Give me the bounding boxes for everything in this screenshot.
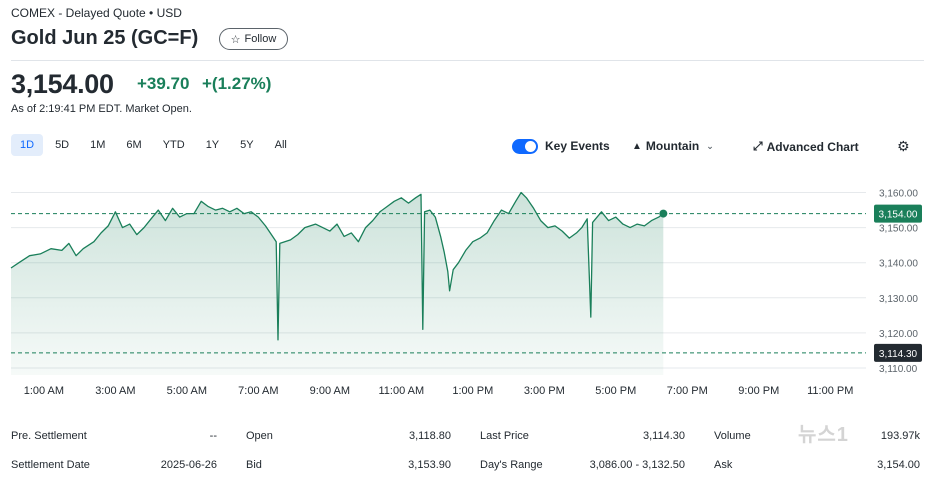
price-line — [10, 191, 664, 341]
stat-label: Settlement Date — [11, 459, 90, 471]
range-1y[interactable]: 1Y — [205, 139, 220, 151]
x-tick-label: 7:00 AM — [238, 385, 278, 397]
x-tick-label: 5:00 PM — [595, 385, 636, 397]
range-5d[interactable]: 5D — [55, 139, 70, 151]
last-price-dot — [659, 209, 668, 218]
stat-value: -- — [209, 430, 217, 442]
x-tick-label: 11:00 AM — [378, 385, 424, 397]
stat-value: 2025-06-26 — [160, 459, 217, 471]
price-area — [11, 192, 664, 375]
stat-value: 3,086.00 - 3,132.50 — [589, 459, 685, 471]
y-tick-label: 3,150.00 — [879, 224, 918, 235]
news-watermark: 뉴스1 — [798, 424, 849, 446]
exchange-info: COMEX - Delayed Quote • USD — [11, 6, 182, 20]
range-6m[interactable]: 6M — [126, 139, 142, 151]
x-tick-label: 7:00 PM — [667, 385, 708, 397]
chevron-down-icon: ⌄ — [706, 140, 714, 151]
star-outline-icon: ☆ — [230, 33, 241, 46]
price-change-percent: +(1.27%) — [202, 74, 272, 93]
stat-label: Bid — [246, 459, 262, 471]
price-chart[interactable]: 3,160.00 3,150.00 3,140.00 3,130.00 3,120.00… — [0, 170, 930, 402]
range-5y[interactable]: 5Y — [240, 139, 254, 151]
current-price-badge-label: 3,154.00 — [879, 210, 918, 221]
x-tick-label: 3:00 PM — [524, 385, 565, 397]
follow-button[interactable]: ☆ Follow — [219, 28, 288, 50]
range-selector: 1D 5D 1M 6M YTD 1Y 5Y All — [11, 134, 299, 156]
x-tick-label: 9:00 PM — [738, 385, 779, 397]
range-1d[interactable]: 1D — [11, 134, 44, 156]
advanced-chart-button[interactable]: ⤢ Advanced Chart — [753, 139, 859, 154]
x-tick-label: 9:00 AM — [310, 385, 350, 397]
stat-label: Day's Range — [480, 459, 543, 471]
gear-icon[interactable]: ⚙ — [897, 138, 910, 154]
stat-label: Open — [246, 430, 273, 442]
key-events-label[interactable]: Key Events — [545, 139, 610, 153]
stat-label: Volume — [714, 430, 751, 442]
toggle-knob — [525, 141, 536, 152]
advanced-chart-label: Advanced Chart — [766, 139, 859, 154]
key-events-toggle[interactable] — [512, 139, 538, 154]
y-tick-label: 3,110.00 — [879, 364, 918, 375]
y-tick-label: 3,120.00 — [879, 329, 918, 340]
y-tick-label: 3,160.00 — [879, 189, 918, 200]
range-all[interactable]: All — [274, 139, 287, 151]
range-ytd[interactable]: YTD — [162, 139, 185, 151]
current-price-badge — [874, 204, 922, 223]
x-tick-label: 5:00 AM — [167, 385, 207, 397]
chart-type-label: Mountain — [645, 139, 700, 153]
current-price: 3,154.00 — [11, 69, 114, 99]
as-of-time: As of 2:19:41 PM EDT. Market Open. — [11, 103, 192, 115]
previous-close-badge-label: 3,114.30 — [879, 349, 918, 360]
stat-label: Ask — [714, 459, 733, 471]
x-tick-label: 11:00 PM — [807, 385, 853, 397]
header-divider — [11, 60, 924, 61]
previous-close-badge — [874, 343, 922, 362]
follow-label: Follow — [244, 33, 277, 45]
stat-value: 3,114.30 — [642, 430, 685, 442]
stat-label: Last Price — [480, 430, 529, 442]
price-change: +39.70 — [137, 74, 190, 93]
stat-value: 3,153.90 — [408, 459, 451, 471]
expand-icon: ⤢ — [753, 139, 763, 153]
y-tick-label: 3,140.00 — [879, 259, 918, 270]
mountain-icon: ▲ — [632, 140, 642, 152]
stat-value: 3,118.80 — [408, 430, 451, 442]
y-tick-label: 3,130.00 — [879, 294, 918, 305]
x-tick-label: 1:00 PM — [452, 385, 493, 397]
stat-label: Pre. Settlement — [11, 430, 87, 442]
range-1m[interactable]: 1M — [90, 139, 106, 151]
stat-value: 193.97k — [880, 430, 920, 442]
stat-value: 3,154.00 — [877, 459, 920, 471]
chart-type-dropdown[interactable]: ▲ Mountain ⌄ — [632, 139, 714, 153]
x-tick-label: 3:00 AM — [95, 385, 135, 397]
x-tick-label: 1:00 AM — [24, 385, 64, 397]
page-title: Gold Jun 25 (GC=F) — [11, 27, 199, 49]
